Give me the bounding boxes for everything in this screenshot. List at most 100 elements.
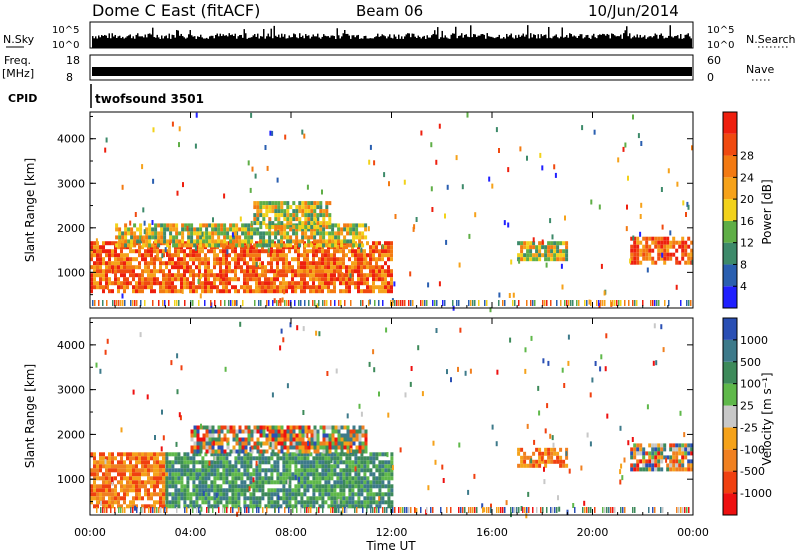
data-cell [147, 476, 150, 481]
scatter-cell [541, 165, 544, 171]
data-cell [684, 447, 688, 452]
data-cell [204, 468, 208, 473]
data-cell [96, 504, 99, 509]
ground-cell [374, 507, 376, 513]
data-cell [363, 496, 367, 501]
scatter-cell [176, 190, 179, 196]
data-cell [360, 261, 363, 266]
ground-cell [266, 300, 268, 306]
data-cell [660, 443, 664, 448]
data-cell [381, 277, 384, 282]
nsky-bar [323, 34, 325, 48]
data-cell [264, 456, 268, 461]
data-cell [207, 289, 210, 294]
data-cell [132, 269, 135, 274]
ground-cell [442, 300, 444, 306]
scatter-cell [269, 442, 272, 448]
data-cell [309, 265, 312, 270]
data-cell [210, 285, 213, 290]
data-cell [282, 273, 285, 278]
data-cell [181, 223, 185, 228]
data-cell [288, 285, 291, 290]
data-cell [339, 496, 343, 501]
data-cell [282, 456, 286, 461]
data-cell [360, 460, 364, 465]
data-cell [651, 459, 655, 464]
data-cell [321, 452, 325, 457]
data-cell [372, 273, 375, 278]
data-cell [321, 492, 325, 497]
data-cell [327, 257, 330, 262]
ground-cell [654, 300, 656, 306]
data-cell [102, 488, 105, 493]
data-cell [217, 429, 221, 434]
data-cell [126, 261, 129, 266]
data-cell [300, 456, 304, 461]
data-cell [358, 445, 362, 450]
x-tick-label: 00:00 [74, 526, 106, 539]
data-cell [559, 463, 563, 468]
data-cell [93, 476, 96, 481]
data-cell [282, 476, 286, 481]
data-cell [321, 464, 325, 469]
data-cell [153, 273, 156, 278]
data-cell [354, 249, 357, 254]
data-cell [177, 456, 181, 461]
data-cell [321, 488, 325, 493]
data-cell [246, 273, 249, 278]
data-cell [304, 227, 308, 232]
data-cell [681, 463, 685, 468]
data-cell [384, 500, 388, 505]
data-cell [124, 223, 128, 228]
scatter-cell [255, 261, 258, 267]
nsky-bar [305, 34, 307, 48]
scatter-cell [625, 226, 628, 232]
data-cell [651, 455, 655, 460]
ground-cell [582, 507, 584, 513]
data-cell [303, 277, 306, 282]
nsky-bar [606, 33, 608, 48]
data-cell [211, 437, 215, 442]
data-cell [286, 239, 290, 244]
data-cell [249, 452, 253, 457]
data-cell [312, 273, 315, 278]
scatter-cell [257, 287, 260, 293]
data-cell [322, 449, 326, 454]
data-cell [114, 269, 117, 274]
data-cell [159, 500, 162, 505]
ground-cell [510, 507, 512, 513]
data-cell [168, 285, 171, 290]
scatter-cell [104, 147, 107, 153]
data-cell [261, 460, 265, 465]
data-cell [532, 459, 536, 464]
data-cell [306, 257, 309, 262]
data-cell [283, 213, 287, 218]
scatter-cell [481, 503, 484, 509]
data-cell [358, 425, 362, 430]
data-cell [217, 223, 221, 228]
data-cell [343, 227, 347, 232]
data-cell [666, 248, 670, 253]
data-cell [99, 253, 102, 258]
data-cell [304, 231, 308, 236]
scatter-cell [277, 270, 280, 276]
data-cell [351, 488, 355, 493]
data-cell [148, 231, 152, 236]
data-cell [240, 480, 244, 485]
nsky-bar [596, 38, 598, 48]
nsky-bar [426, 35, 428, 48]
data-cell [321, 456, 325, 461]
data-cell [172, 235, 176, 240]
data-cell [331, 445, 335, 450]
data-cell [300, 492, 304, 497]
data-cell [372, 464, 376, 469]
data-cell [316, 433, 320, 438]
ground-cell [606, 507, 608, 513]
data-cell [312, 269, 315, 274]
data-cell [177, 472, 181, 477]
data-cell [223, 227, 227, 232]
nsky-bar [494, 38, 496, 48]
ground-cell [472, 507, 474, 513]
data-cell [135, 472, 138, 477]
data-cell [249, 484, 253, 489]
